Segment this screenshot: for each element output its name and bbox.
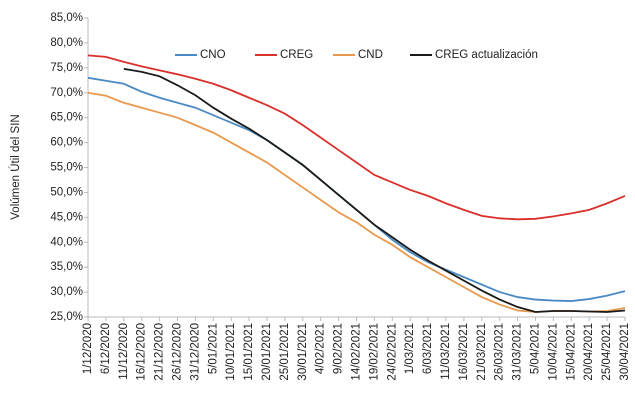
series-line (87, 76, 626, 302)
y-tick-label: 30,0% (50, 286, 83, 298)
y-tick-label: 35,0% (50, 261, 83, 273)
x-tick-label: 11/03/2021 (440, 323, 452, 380)
x-tick-label: 11/12/2020 (118, 323, 130, 380)
series-line (87, 91, 626, 313)
y-tick-label: 75,0% (50, 62, 83, 74)
x-tick-label: 25/01/2021 (279, 323, 291, 381)
legend-label: CNO (200, 49, 226, 61)
x-tick-label: 30/04/2021 (619, 323, 631, 381)
x-tick-label: 19/02/2021 (368, 323, 380, 381)
x-tick-label: 10/01/2021 (225, 323, 237, 381)
x-tick-label: 14/02/2021 (351, 323, 363, 381)
series-line (87, 54, 626, 221)
x-tick-label: 26/12/2020 (172, 323, 184, 381)
x-tick-label: 25/04/2021 (601, 323, 613, 381)
x-tick-label: 31/03/2021 (512, 323, 524, 381)
y-tick-label: 60,0% (50, 137, 83, 149)
x-tick-label: 1/03/2021 (404, 323, 416, 374)
y-tick-label: 25,0% (50, 311, 83, 323)
x-tick-label: 20/04/2021 (583, 323, 595, 381)
x-tick-label: 26/03/2021 (494, 323, 506, 381)
y-tick-label: 80,0% (50, 37, 83, 49)
x-tick-label: 5/04/2021 (530, 323, 542, 374)
x-tick-label: 6/03/2021 (422, 323, 434, 374)
y-tick-label: 70,0% (50, 87, 83, 99)
y-tick-label: 45,0% (50, 211, 83, 223)
legend-label: CND (358, 49, 383, 61)
x-tick-label: 16/12/2020 (136, 323, 148, 381)
x-tick-label: 10/04/2021 (547, 323, 559, 381)
y-tick-label: 65,0% (50, 112, 83, 124)
x-tick-label: 21/12/2020 (154, 323, 166, 381)
x-tick-label: 15/01/2021 (243, 323, 255, 381)
x-tick-label: 9/02/2021 (333, 323, 345, 374)
legend-label: CREG (280, 49, 313, 61)
x-tick-label: 21/03/2021 (476, 323, 488, 381)
series-line (123, 67, 626, 313)
y-tick-label: 40,0% (50, 236, 83, 248)
y-tick-label: 55,0% (50, 162, 83, 174)
y-tick-label: 50,0% (50, 186, 83, 198)
x-tick-label: 20/01/2021 (261, 323, 273, 381)
legend-label: CREG actualización (435, 49, 538, 61)
x-tick-label: 15/04/2021 (565, 323, 577, 381)
x-tick-label: 1/12/2020 (82, 323, 94, 374)
x-tick-label: 16/03/2021 (458, 323, 470, 381)
x-tick-label: 5/01/2021 (207, 323, 219, 374)
x-tick-label: 31/12/2020 (189, 323, 201, 381)
x-tick-label: 6/12/2020 (100, 323, 112, 374)
y-tick-label: 85,0% (50, 12, 83, 24)
x-tick-label: 4/02/2021 (315, 323, 327, 374)
y-axis-label: Volúmen Útil del SIN (9, 114, 22, 219)
x-tick-label: 30/01/2021 (297, 323, 309, 381)
x-tick-label: 24/02/2021 (386, 323, 398, 381)
